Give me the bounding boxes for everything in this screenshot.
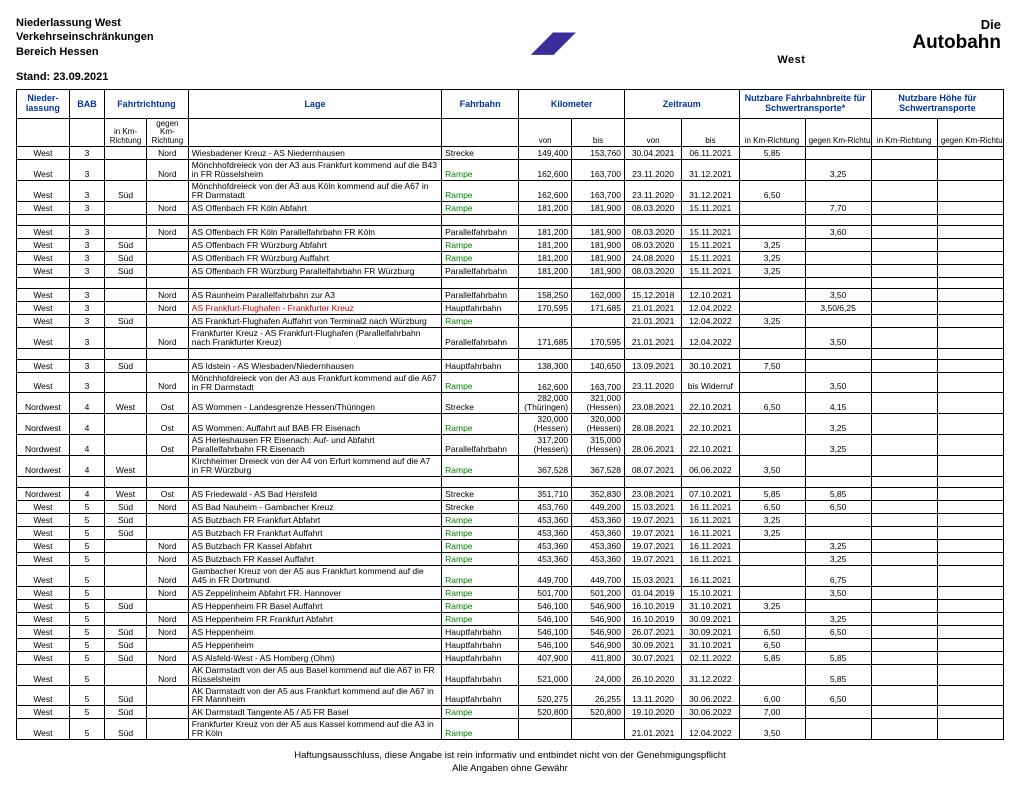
table-row: Nordwest4OstAS Wommen: Auffahrt auf BAB … xyxy=(17,414,1004,435)
footer-1: Haftungsausschluss, diese Angabe ist rei… xyxy=(16,750,1004,762)
table-row: West5SüdAK Darmstadt Tangente A5 / A5 FR… xyxy=(17,706,1004,719)
table-row: Nordwest4WestOstAS Wommen - Landesgrenze… xyxy=(17,393,1004,414)
table-row: West5NordGambacher Kreuz von der A5 aus … xyxy=(17,565,1004,586)
table-row: West5NordAS Zeppelinheim Abfahrt FR. Han… xyxy=(17,586,1004,599)
sub-b1: in Km-Richtung xyxy=(739,118,805,146)
col-lage: Lage xyxy=(188,89,441,118)
sub-bis1: bis xyxy=(572,118,625,146)
table-row: West3SüdMönchhofdreieck von der A3 aus K… xyxy=(17,180,1004,201)
org-sub: Verkehrseinschränkungen Bereich Hessen xyxy=(16,30,154,59)
col-km: Kilometer xyxy=(519,89,625,118)
footer-2: Alle Angaben ohne Gewähr xyxy=(16,763,1004,775)
table-row: West3SüdAS Offenbach FR Würzburg Abfahrt… xyxy=(17,238,1004,251)
sub-gegenKm: gegen Km- Richtung xyxy=(146,118,188,146)
table-row: West5SüdAS Heppenheim FR Basel AuffahrtR… xyxy=(17,599,1004,612)
table-row: West3NordAS Frankfurt-Flughafen - Frankf… xyxy=(17,301,1004,314)
col-fahrbahn: Fahrbahn xyxy=(442,89,519,118)
table-row: West5SüdAK Darmstadt von der A5 aus Fran… xyxy=(17,685,1004,706)
table-row: West5NordAK Darmstadt von der A5 aus Bas… xyxy=(17,664,1004,685)
table-row: West3NordMönchhofdreieck von der A3 aus … xyxy=(17,372,1004,393)
restrictions-table: Nieder- lassung BAB Fahrtrichtung Lage F… xyxy=(16,89,1004,740)
table-row: West3NordAS Offenbach FR Köln AbfahrtRam… xyxy=(17,201,1004,214)
table-row: West5SüdNordAS HeppenheimHauptfahrbahn54… xyxy=(17,625,1004,638)
table-row: Nordwest4OstAS Herleshausen FR Eisenach:… xyxy=(17,435,1004,456)
col-hoehe: Nutzbare Höhe für Schwertransporte xyxy=(871,89,1003,118)
table-row: West5SüdFrankfurter Kreuz von der A5 aus… xyxy=(17,719,1004,740)
table-row: Nordwest4WestOstAS Friedewald - AS Bad H… xyxy=(17,487,1004,500)
sub-b2: gegen Km-Richtung xyxy=(805,118,871,146)
table-row: West3NordAS Offenbach FR Köln Parallelfa… xyxy=(17,225,1004,238)
table-row: West3NordMönchhofdreieck von der A3 aus … xyxy=(17,160,1004,181)
table-row: West5NordAS Butzbach FR Kassel AuffahrtR… xyxy=(17,552,1004,565)
table-row: West5SüdNordAS Bad Nauheim - Gambacher K… xyxy=(17,500,1004,513)
table-row: West5NordAS Butzbach FR Kassel AbfahrtRa… xyxy=(17,539,1004,552)
table-row: West3SüdAS Offenbach FR Würzburg Paralle… xyxy=(17,264,1004,277)
table-row: West5NordAS Heppenheim FR Frankfurt Abfa… xyxy=(17,612,1004,625)
table-row: West3NordWiesbadener Kreuz - AS Niedernh… xyxy=(17,147,1004,160)
sub-bis2: bis xyxy=(682,118,739,146)
table-row: West3SüdAS Frankfurt-Flughafen Auffahrt … xyxy=(17,314,1004,327)
sub-h2: gegen Km-Richtung xyxy=(937,118,1003,146)
col-breite: Nutzbare Fahrbahnbreite für Schwertransp… xyxy=(739,89,871,118)
sub-inKm: in Km- Richtung xyxy=(105,118,147,146)
sub-von1: von xyxy=(519,118,572,146)
logo: ◢◤ Die Autobahn West xyxy=(154,16,1004,67)
sub-h1: in Km-Richtung xyxy=(871,118,937,146)
table-row: Nordwest4WestKirchheimer Dreieck von der… xyxy=(17,455,1004,476)
col-fahrt: Fahrtrichtung xyxy=(105,89,189,118)
table-row: West3NordFrankfurter Kreuz - AS Frankfur… xyxy=(17,327,1004,348)
col-nieder: Nieder- lassung xyxy=(17,89,70,118)
org-title: Niederlassung West xyxy=(16,16,154,30)
table-row: West5SüdNordAS Alsfeld-West - AS Homberg… xyxy=(17,651,1004,664)
col-bab: BAB xyxy=(69,89,104,118)
sub-von2: von xyxy=(624,118,681,146)
table-row: West5SüdAS Butzbach FR Frankfurt Auffahr… xyxy=(17,526,1004,539)
table-row: West3SüdAS Idstein - AS Wiesbaden/Nieder… xyxy=(17,359,1004,372)
col-zeit: Zeitraum xyxy=(624,89,739,118)
stand-date: Stand: 23.09.2021 xyxy=(16,71,154,83)
table-row: West3NordAS Raunheim Parallelfahrbahn zu… xyxy=(17,288,1004,301)
table-row: West5SüdAS Butzbach FR Frankfurt Abfahrt… xyxy=(17,513,1004,526)
table-row: West5SüdAS HeppenheimHauptfahrbahn546,10… xyxy=(17,638,1004,651)
table-row: West3SüdAS Offenbach FR Würzburg Auffahr… xyxy=(17,251,1004,264)
